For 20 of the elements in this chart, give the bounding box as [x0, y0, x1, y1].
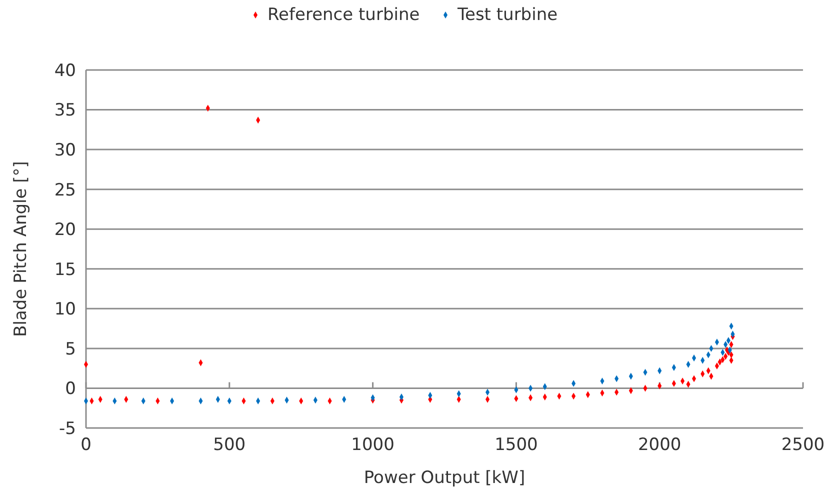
y-tick-label: 10: [54, 300, 76, 320]
x-axis-title: Power Output [kW]: [364, 468, 526, 488]
x-tick-label: 500: [213, 435, 246, 455]
x-tick-label: 2000: [638, 435, 682, 455]
y-tick-label: 20: [54, 220, 76, 240]
legend-label: Reference turbine: [268, 5, 420, 25]
x-tick-label: 0: [80, 435, 92, 455]
y-tick-label: 35: [54, 100, 76, 121]
y-tick-label: 30: [54, 140, 76, 161]
x-tick-label: 1000: [351, 435, 394, 455]
y-tick-label: 15: [54, 260, 76, 280]
y-tick-label: 40: [54, 60, 76, 81]
y-tick-label: 0: [65, 379, 76, 400]
y-axis-title: Blade Pitch Angle [°]: [11, 161, 31, 337]
y-tick-label: -5: [59, 418, 76, 439]
legend-label: Test turbine: [456, 5, 558, 25]
x-tick-label: 1500: [494, 435, 538, 455]
y-tick-label: 5: [65, 339, 76, 360]
x-tick-label: 2500: [781, 435, 825, 455]
y-tick-label: 25: [54, 180, 76, 200]
